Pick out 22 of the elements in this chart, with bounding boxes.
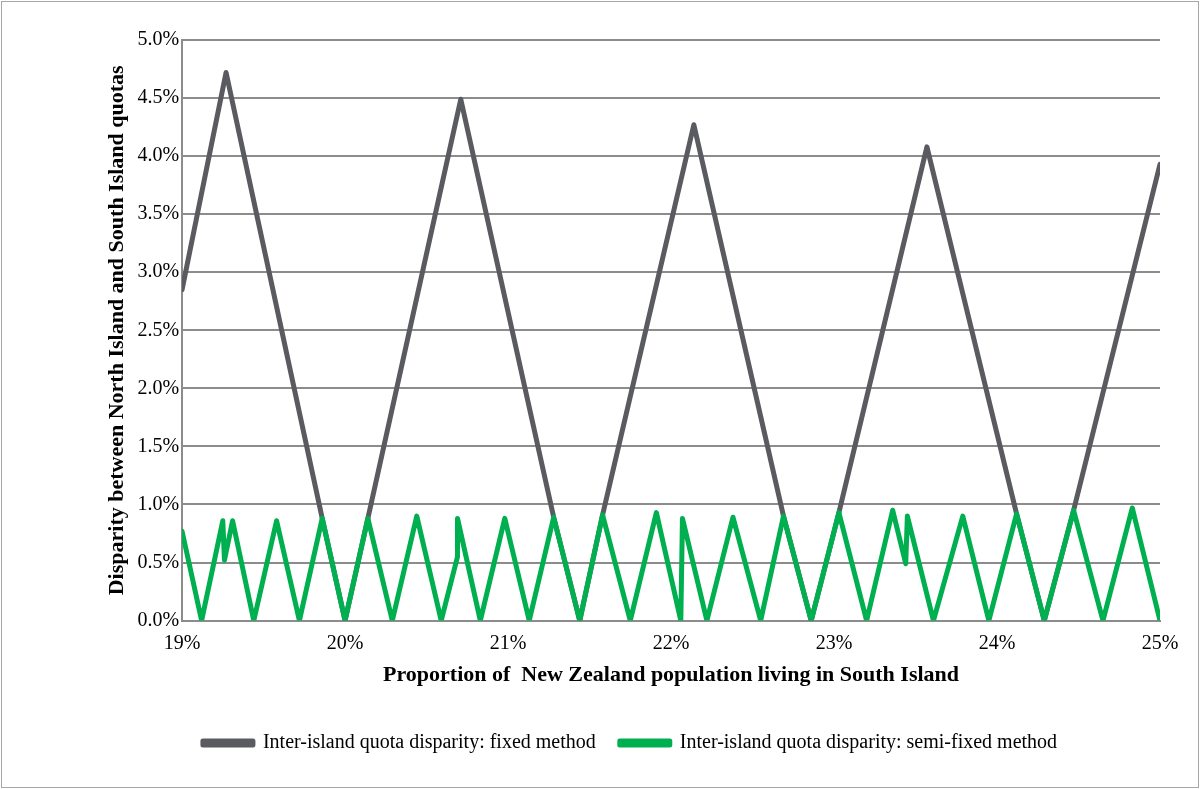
y-tick-label: 3.5% <box>137 201 180 224</box>
y-tick-label: 4.5% <box>137 85 180 108</box>
x-axis-title: Proportion of New Zealand population living in South Island <box>383 661 960 687</box>
y-tick-label: 4.0% <box>137 143 180 166</box>
x-tick-label: 21% <box>489 630 527 653</box>
x-tick-label: 20% <box>326 630 364 653</box>
legend-label: Inter-island quota disparity: fixed method <box>262 730 596 754</box>
x-tick-label: 22% <box>652 630 690 653</box>
legend-label: Inter-island quota disparity: semi-fixed method <box>679 730 1058 754</box>
y-tick-label: 5.0% <box>137 27 180 50</box>
y-tick-label: 0.5% <box>137 549 180 572</box>
y-tick-label: 1.5% <box>137 433 180 456</box>
y-axis-title: Disparity between North Island and South Island quotas <box>102 64 128 596</box>
x-tick-label: 19% <box>163 630 201 653</box>
x-tick-label: 23% <box>815 630 853 653</box>
y-tick-label: 0.0% <box>137 607 180 630</box>
x-tick-label: 24% <box>978 630 1016 653</box>
y-tick-label: 3.0% <box>137 259 180 282</box>
y-tick-label: 2.5% <box>137 317 180 340</box>
x-tick-label: 25% <box>1141 630 1179 653</box>
y-tick-label: 1.0% <box>137 491 180 514</box>
y-tick-label: 2.0% <box>137 375 180 398</box>
